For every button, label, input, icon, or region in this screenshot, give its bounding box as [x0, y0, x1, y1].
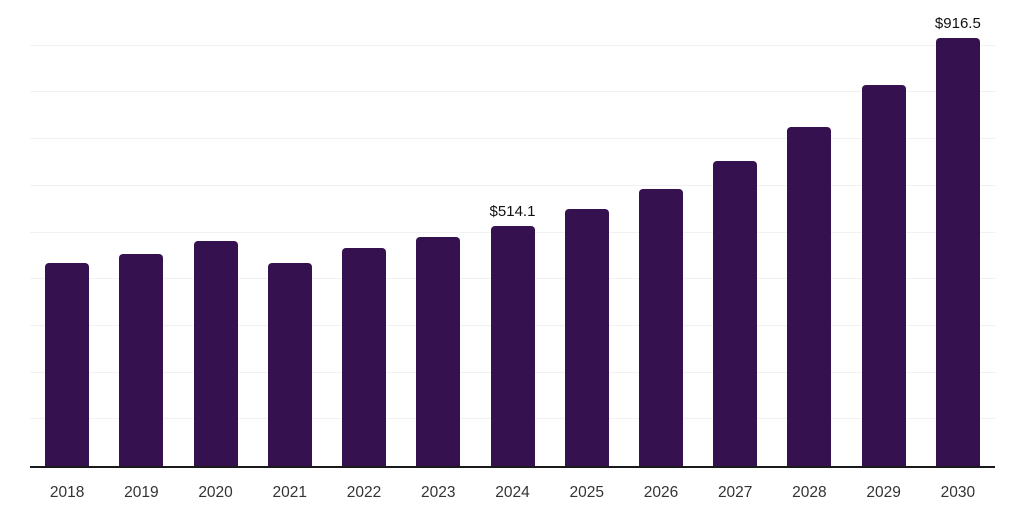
bar-2025	[564, 208, 609, 466]
x-tick-2025: 2025	[569, 484, 604, 501]
x-tick-2019: 2019	[124, 484, 159, 501]
x-tick-2026: 2026	[643, 484, 679, 501]
gridline-800	[30, 91, 995, 93]
bar-2023	[416, 237, 461, 466]
bar-2024	[490, 225, 535, 466]
bar-2028	[787, 126, 832, 466]
x-tick-2028: 2028	[792, 484, 827, 501]
value-label-2024: $514.1	[489, 202, 536, 220]
bar-2019	[119, 254, 164, 466]
bar-2030	[935, 38, 980, 466]
bar-2026	[638, 188, 683, 466]
gridline-600	[30, 184, 995, 186]
x-tick-2027: 2027	[717, 484, 753, 501]
x-tick-2029: 2029	[866, 484, 901, 501]
bar-2021	[267, 262, 312, 466]
gridline-700	[30, 138, 995, 140]
x-tick-2023: 2023	[421, 484, 456, 501]
bar-2018	[45, 262, 90, 466]
value-label-2030: $916.5	[934, 15, 981, 32]
x-tick-2022: 2022	[346, 484, 382, 501]
gridline-900	[30, 44, 995, 46]
x-tick-2021: 2021	[272, 484, 308, 501]
x-tick-2018: 2018	[49, 484, 85, 501]
plot-area: $514.1 $916.5	[30, 0, 995, 468]
x-tick-2020: 2020	[198, 484, 233, 501]
bar-2027	[713, 161, 758, 466]
bar-2029	[861, 85, 906, 466]
x-axis-labels: 2018 2019 2020 2021 2022 2023 2024 2025 2026 2027…	[30, 479, 995, 509]
x-tick-2030: 2030	[940, 484, 976, 501]
bar-2020	[193, 241, 238, 466]
bar-2022	[342, 248, 387, 466]
x-tick-2024: 2024	[495, 484, 530, 501]
